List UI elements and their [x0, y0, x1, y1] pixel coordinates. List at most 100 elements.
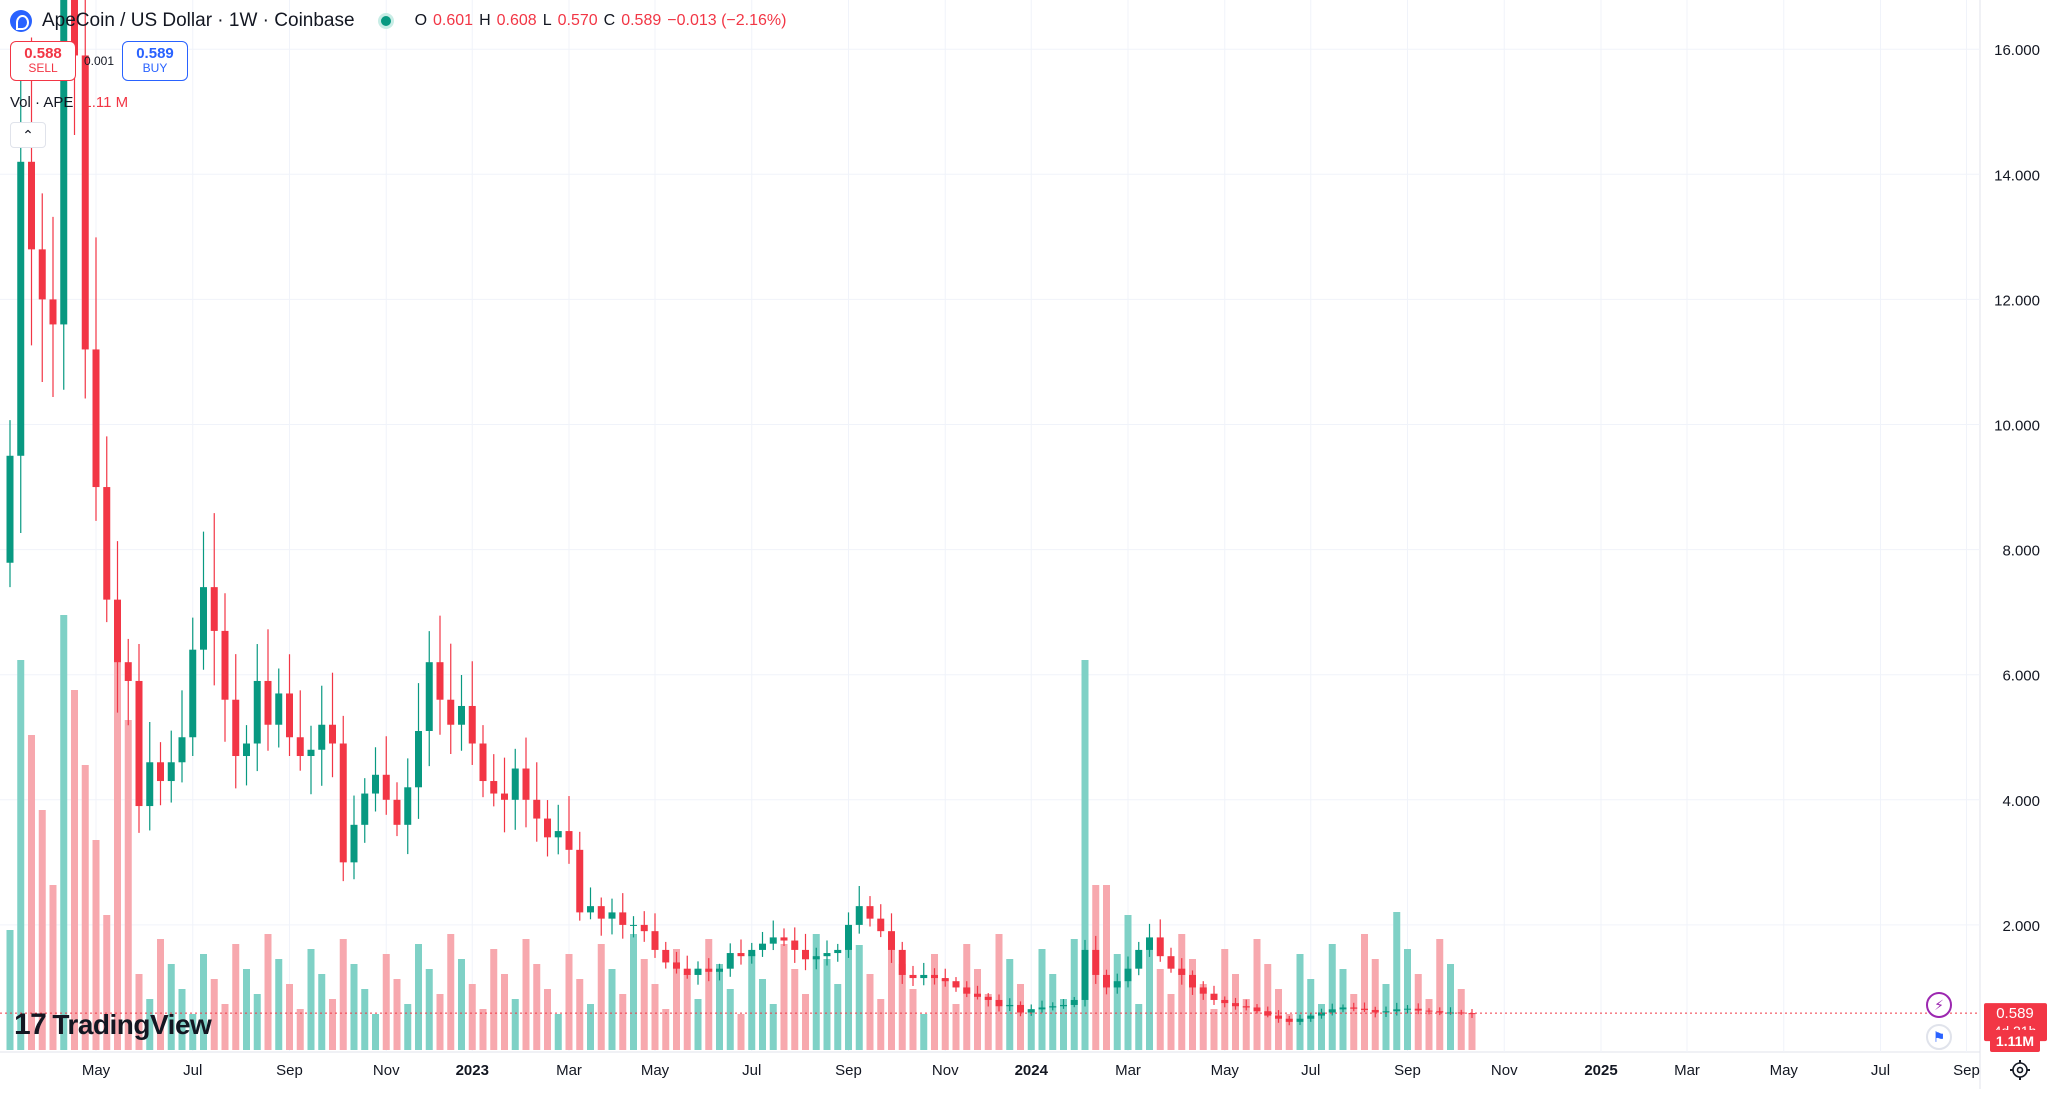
candle-body	[705, 968, 713, 972]
volume-legend-value: 1.11 M	[83, 94, 129, 111]
candle-body	[38, 249, 46, 300]
candle-body	[1038, 1007, 1046, 1010]
x-tick-label: 2024	[1015, 1062, 1049, 1079]
x-tick-label: Mar	[1115, 1062, 1141, 1079]
volume-bar	[28, 735, 35, 1050]
candle-body	[114, 599, 121, 663]
candle-body	[1167, 956, 1175, 969]
volume-bar	[1361, 934, 1368, 1050]
candle-body	[533, 799, 541, 819]
candle-body	[1275, 1015, 1282, 1019]
volume-bar	[167, 964, 175, 1050]
candle-body	[576, 849, 584, 913]
x-tick-label: Sep	[1953, 1062, 1980, 1079]
candle-body	[1350, 1007, 1358, 1009]
candle-body	[232, 699, 240, 757]
market-status-icon[interactable]	[380, 16, 391, 26]
volume-bar	[189, 1014, 197, 1050]
candle-body	[1027, 1009, 1035, 1013]
volume-bar	[1038, 949, 1046, 1050]
volume-bar	[490, 949, 498, 1050]
candle-body	[1242, 1006, 1250, 1008]
volume-bar	[157, 939, 164, 1050]
gear-icon[interactable]	[2008, 1058, 2032, 1082]
buy-price: 0.589	[136, 45, 174, 62]
volume-bar	[307, 949, 315, 1050]
x-tick-label: May	[1770, 1062, 1799, 1079]
candle-body	[425, 662, 433, 731]
volume-bar	[458, 959, 465, 1050]
ohlc-low-key: L	[542, 12, 552, 29]
collapse-legend-button[interactable]: ⌃	[10, 122, 46, 148]
x-tick-label: 2025	[1584, 1062, 1617, 1079]
volume-legend[interactable]: Vol · APE 1.11 M	[10, 94, 128, 111]
sell-label: SELL	[28, 61, 58, 75]
candle-body	[135, 680, 143, 807]
candle-body	[651, 931, 659, 950]
volume-bar	[1232, 974, 1239, 1050]
lightning-icon[interactable]: ⚡	[1926, 992, 1952, 1018]
buy-button[interactable]: 0.589 BUY	[122, 41, 188, 81]
volume-bar	[296, 1009, 304, 1050]
candle-body	[544, 818, 551, 838]
symbol-legend: ApeCoin / US Dollar · 1W · Coinbase O 0.6…	[10, 10, 786, 32]
candle-body	[501, 793, 508, 800]
candle-body	[1318, 1012, 1325, 1016]
candle-body	[673, 962, 680, 969]
volume-bar	[898, 964, 906, 1050]
candle-body	[167, 762, 175, 782]
candle-body	[866, 906, 874, 919]
volume-bar	[361, 989, 369, 1050]
candle-body	[200, 587, 207, 650]
candle-body	[855, 906, 863, 925]
candle-body	[361, 793, 369, 825]
x-tick-label: Jul	[1301, 1062, 1320, 1079]
volume-bar	[1242, 999, 1250, 1050]
candle-body	[264, 680, 272, 725]
x-tick-label: May	[641, 1062, 670, 1079]
ohlc-close-key: C	[603, 12, 616, 29]
y-tick-label: 8.000	[2002, 543, 2040, 560]
ohlc-high-key: H	[479, 12, 491, 29]
volume-bar	[909, 989, 917, 1050]
volume-bar	[1027, 1009, 1035, 1050]
candle-body	[1404, 1008, 1411, 1010]
candle-body	[662, 949, 670, 963]
y-tick-label: 2.000	[2002, 918, 2040, 935]
volume-bar	[630, 934, 637, 1050]
volume-bar	[318, 974, 326, 1050]
symbol-title[interactable]: ApeCoin / US Dollar · 1W · Coinbase	[42, 10, 355, 31]
candle-body	[1092, 949, 1100, 975]
volume-bar	[1070, 939, 1078, 1050]
volume-bar	[941, 979, 949, 1050]
candle-body	[1285, 1018, 1293, 1022]
x-tick-label: Nov	[1491, 1062, 1518, 1079]
volume-bar	[103, 915, 111, 1050]
tradingview-mark-icon: 17	[14, 1008, 47, 1041]
sell-price: 0.588	[24, 45, 62, 62]
candle-body	[81, 55, 89, 350]
volume-bar	[791, 969, 799, 1050]
volume-bar	[533, 964, 541, 1050]
volume-bar	[1135, 1004, 1143, 1050]
candle-body	[1436, 1011, 1444, 1013]
flag-icon[interactable]: ⚑	[1926, 1024, 1952, 1050]
volume-bar	[1199, 984, 1207, 1050]
volume-bar	[716, 964, 723, 1050]
candle-body	[103, 487, 111, 600]
candle-body	[1253, 1007, 1261, 1012]
volume-bar	[694, 999, 702, 1050]
volume-bar	[329, 999, 336, 1050]
ohlc-open-value: 0.601	[433, 12, 474, 29]
volume-bar	[1167, 994, 1175, 1050]
sell-button[interactable]: 0.588 SELL	[10, 41, 76, 81]
volume-bar	[931, 954, 938, 1050]
volume-bar	[124, 720, 132, 1050]
candle-body	[823, 953, 831, 957]
volume-bar	[511, 999, 519, 1050]
x-tick-label: Sep	[1394, 1062, 1421, 1079]
volume-bar	[71, 690, 78, 1050]
volume-bar	[81, 765, 89, 1050]
